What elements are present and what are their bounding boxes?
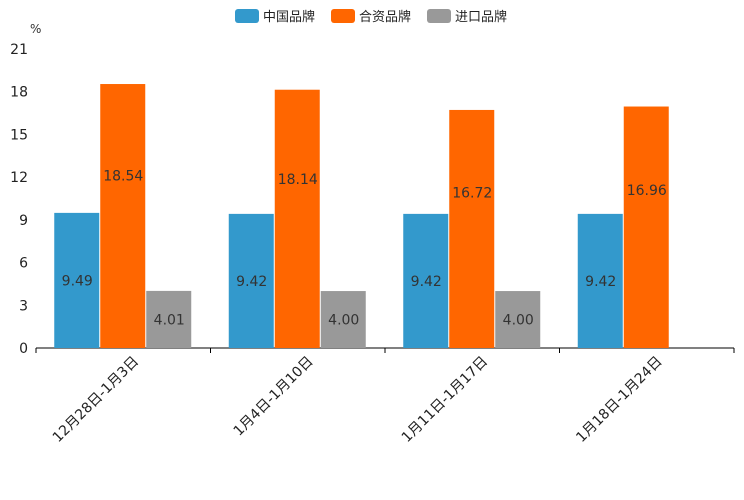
y-tick-label: 3 (19, 298, 28, 314)
bar-3-2 (320, 291, 366, 348)
data-label: 9.42 (236, 274, 267, 290)
bar-1-1 (54, 212, 100, 348)
bar-3-1 (146, 290, 192, 348)
data-label: 16.72 (452, 185, 492, 201)
legend-swatch (427, 9, 451, 23)
data-label: 18.14 (278, 172, 318, 188)
x-tick-label: 1月11日-1月17日 (399, 354, 491, 446)
x-tick-label: 1月18日-1月24日 (573, 354, 665, 446)
bar-1-4 (577, 213, 623, 348)
legend-label: 中国品牌 (263, 9, 315, 25)
bar-1-3 (403, 213, 449, 348)
bar-1-2 (228, 213, 274, 348)
x-tick-label: 1月4日-1月10日 (231, 354, 317, 440)
legend-label: 进口品牌 (455, 9, 507, 25)
data-label: 4.00 (503, 313, 534, 329)
bar-2-2 (274, 89, 320, 349)
legend-swatch (331, 9, 355, 23)
legend-swatch (235, 9, 259, 23)
bars (54, 84, 669, 349)
data-labels: 9.49 18.54 4.01 9.42 18.14 4.00 9.42 16.72 4.00 9… (62, 168, 667, 328)
y-tick-label: 12 (10, 170, 28, 186)
data-label: 9.42 (411, 274, 442, 290)
legend-label: 合资品牌 (359, 9, 411, 25)
y-tick-label: 18 (10, 85, 28, 101)
y-axis-unit: % (30, 22, 41, 36)
x-tick-label: 12月28日-1月3日 (50, 354, 142, 446)
data-label: 16.96 (627, 183, 667, 199)
bar-3-3 (495, 291, 541, 348)
bar-2-4 (623, 106, 669, 348)
y-tick-label: 0 (19, 341, 28, 357)
y-tick-label: 9 (19, 213, 28, 229)
y-tick-label: 15 (10, 127, 28, 143)
y-tick-label: 21 (10, 42, 28, 58)
data-label: 9.49 (62, 273, 93, 289)
legend: 中国品牌 合资品牌 进口品牌 (235, 9, 507, 25)
data-label: 18.54 (103, 168, 143, 184)
data-label: 4.01 (154, 312, 185, 328)
data-label: 9.42 (585, 274, 616, 290)
bar-2-1 (100, 84, 146, 349)
y-tick-label: 6 (19, 256, 28, 272)
data-label: 4.00 (328, 313, 359, 329)
bar-2-3 (449, 109, 495, 348)
